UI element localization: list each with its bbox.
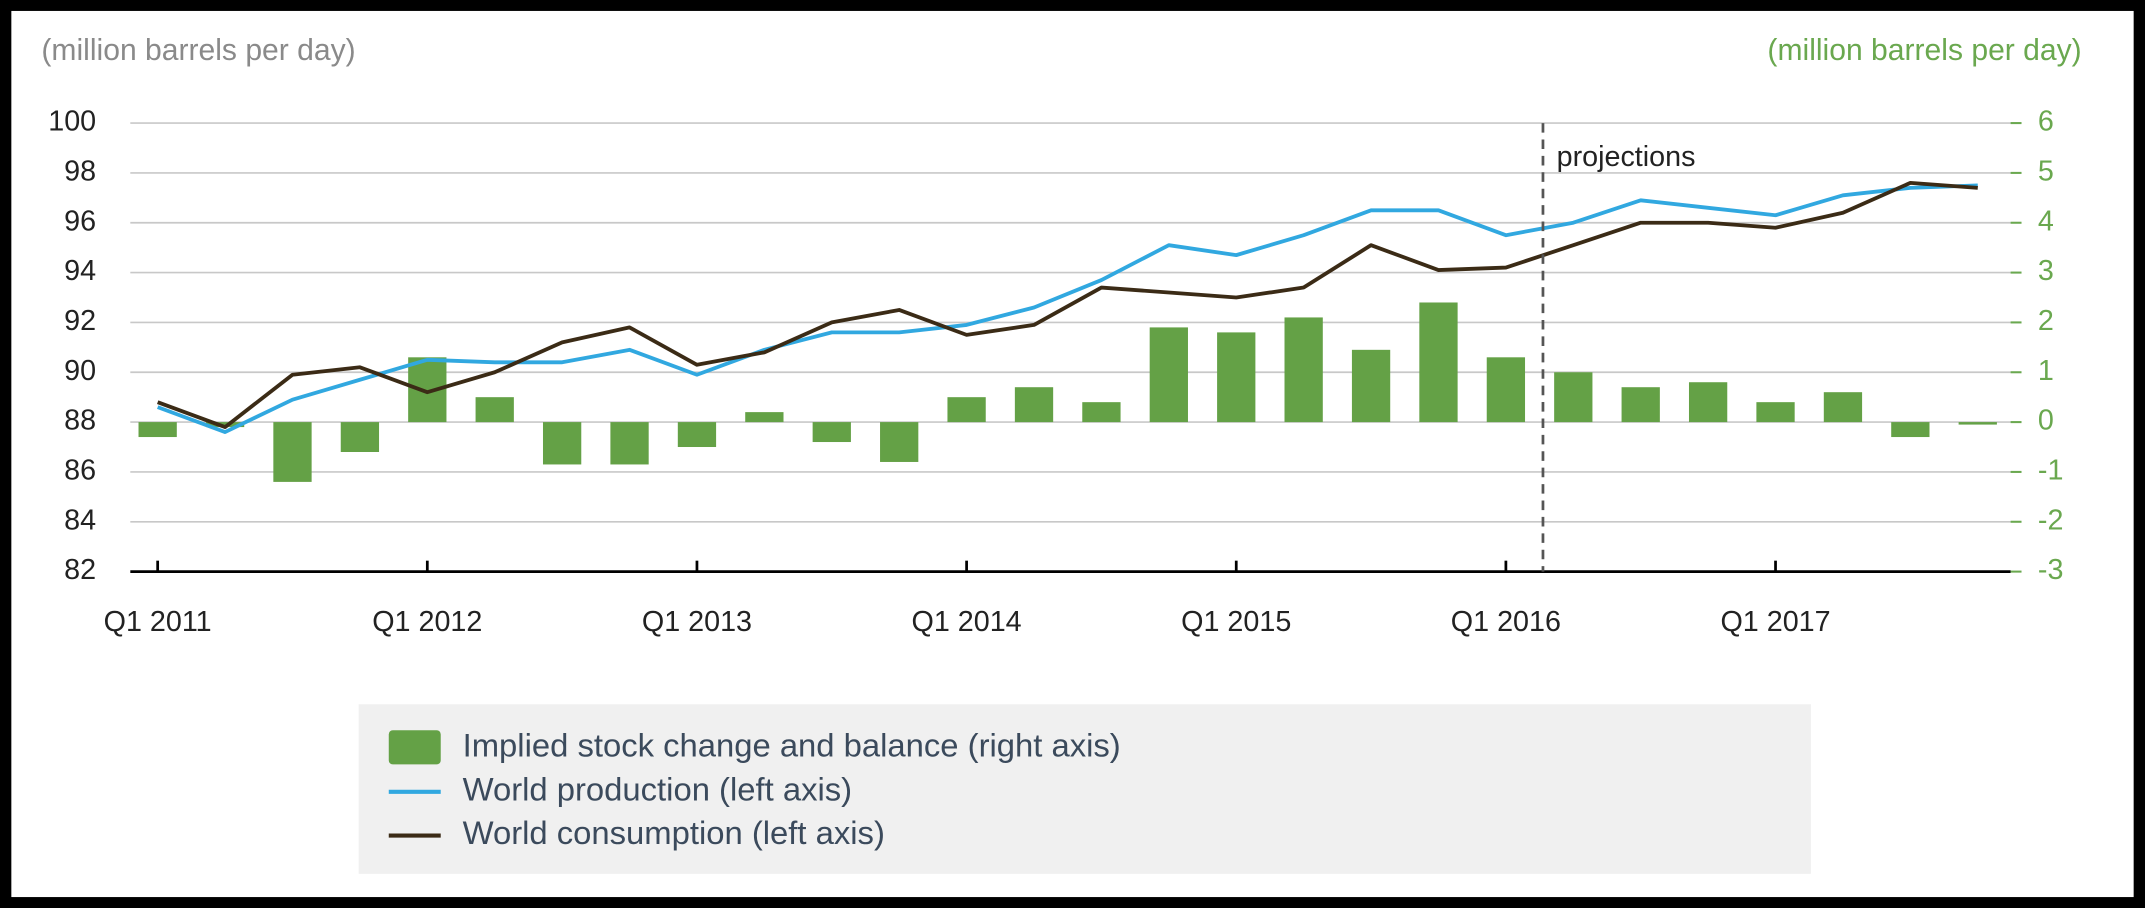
legend-label: Implied stock change and balance (right … <box>463 727 1121 764</box>
annotation: projections <box>1557 141 1696 173</box>
bar <box>138 422 177 438</box>
bar <box>880 422 919 462</box>
y2-tick-label: 4 <box>2038 205 2054 237</box>
bar <box>542 422 582 465</box>
y2-tick-label: -1 <box>2038 455 2064 487</box>
bar <box>1419 302 1458 423</box>
bar <box>1688 382 1728 423</box>
legend-box <box>358 704 1811 874</box>
y-tick-label: 84 <box>64 504 96 536</box>
bar <box>1756 402 1795 423</box>
bar <box>677 422 717 448</box>
bar <box>947 397 986 423</box>
bar <box>1351 349 1391 423</box>
y2-tick-label: 3 <box>2038 255 2054 287</box>
y2-tick-label: 2 <box>2038 305 2054 337</box>
bar <box>1554 372 1593 423</box>
bar <box>1958 422 1997 425</box>
y2-tick-label: 5 <box>2038 155 2054 187</box>
y-tick-label: 88 <box>64 405 96 437</box>
bar <box>273 422 312 482</box>
bar <box>1486 357 1526 423</box>
y-tick-label: 92 <box>64 305 96 337</box>
bar <box>1149 327 1188 423</box>
bar <box>745 412 784 423</box>
bar <box>812 422 851 443</box>
bar <box>340 422 380 452</box>
y-tick-label: 100 <box>48 106 96 138</box>
y-tick-label: 94 <box>64 255 96 287</box>
y2-tick-label: -2 <box>2038 504 2064 536</box>
bar <box>1891 422 1930 438</box>
y-axis-label: (million barrels per day) <box>41 34 355 67</box>
bar <box>1284 317 1323 423</box>
bar <box>1621 387 1660 423</box>
y2-tick-label: 1 <box>2038 355 2054 387</box>
legend-label: World consumption (left axis) <box>463 814 885 851</box>
legend-label: World production (left axis) <box>463 770 852 807</box>
x-tick-label: Q1 2014 <box>912 606 1022 638</box>
line <box>156 183 1978 434</box>
x-tick-label: Q1 2012 <box>372 606 482 638</box>
y2-tick-label: 0 <box>2038 405 2054 437</box>
y-tick-label: 86 <box>64 455 96 487</box>
bar <box>1014 387 1054 423</box>
x-tick-label: Q1 2017 <box>1720 606 1830 638</box>
bar <box>610 422 649 465</box>
legend-swatch <box>388 730 441 765</box>
bar <box>1217 332 1256 423</box>
x-tick-label: Q1 2011 <box>104 606 212 638</box>
y-tick-label: 82 <box>64 554 96 586</box>
x-tick-label: Q1 2015 <box>1181 606 1291 638</box>
bar <box>1082 402 1121 423</box>
y-tick-label: 98 <box>64 155 96 187</box>
y2-tick-label: -3 <box>2038 554 2064 586</box>
bar <box>205 422 245 428</box>
bar <box>475 397 514 423</box>
y-tick-label: 90 <box>64 355 96 387</box>
y-tick-label: 96 <box>64 205 96 237</box>
x-tick-label: Q1 2013 <box>642 606 752 638</box>
line <box>156 180 1978 429</box>
y2-axis-label: (million barrels per day) <box>1767 34 2081 67</box>
y2-tick-label: 6 <box>2038 106 2054 138</box>
x-tick-label: Q1 2016 <box>1451 606 1561 638</box>
bar <box>1823 392 1863 423</box>
